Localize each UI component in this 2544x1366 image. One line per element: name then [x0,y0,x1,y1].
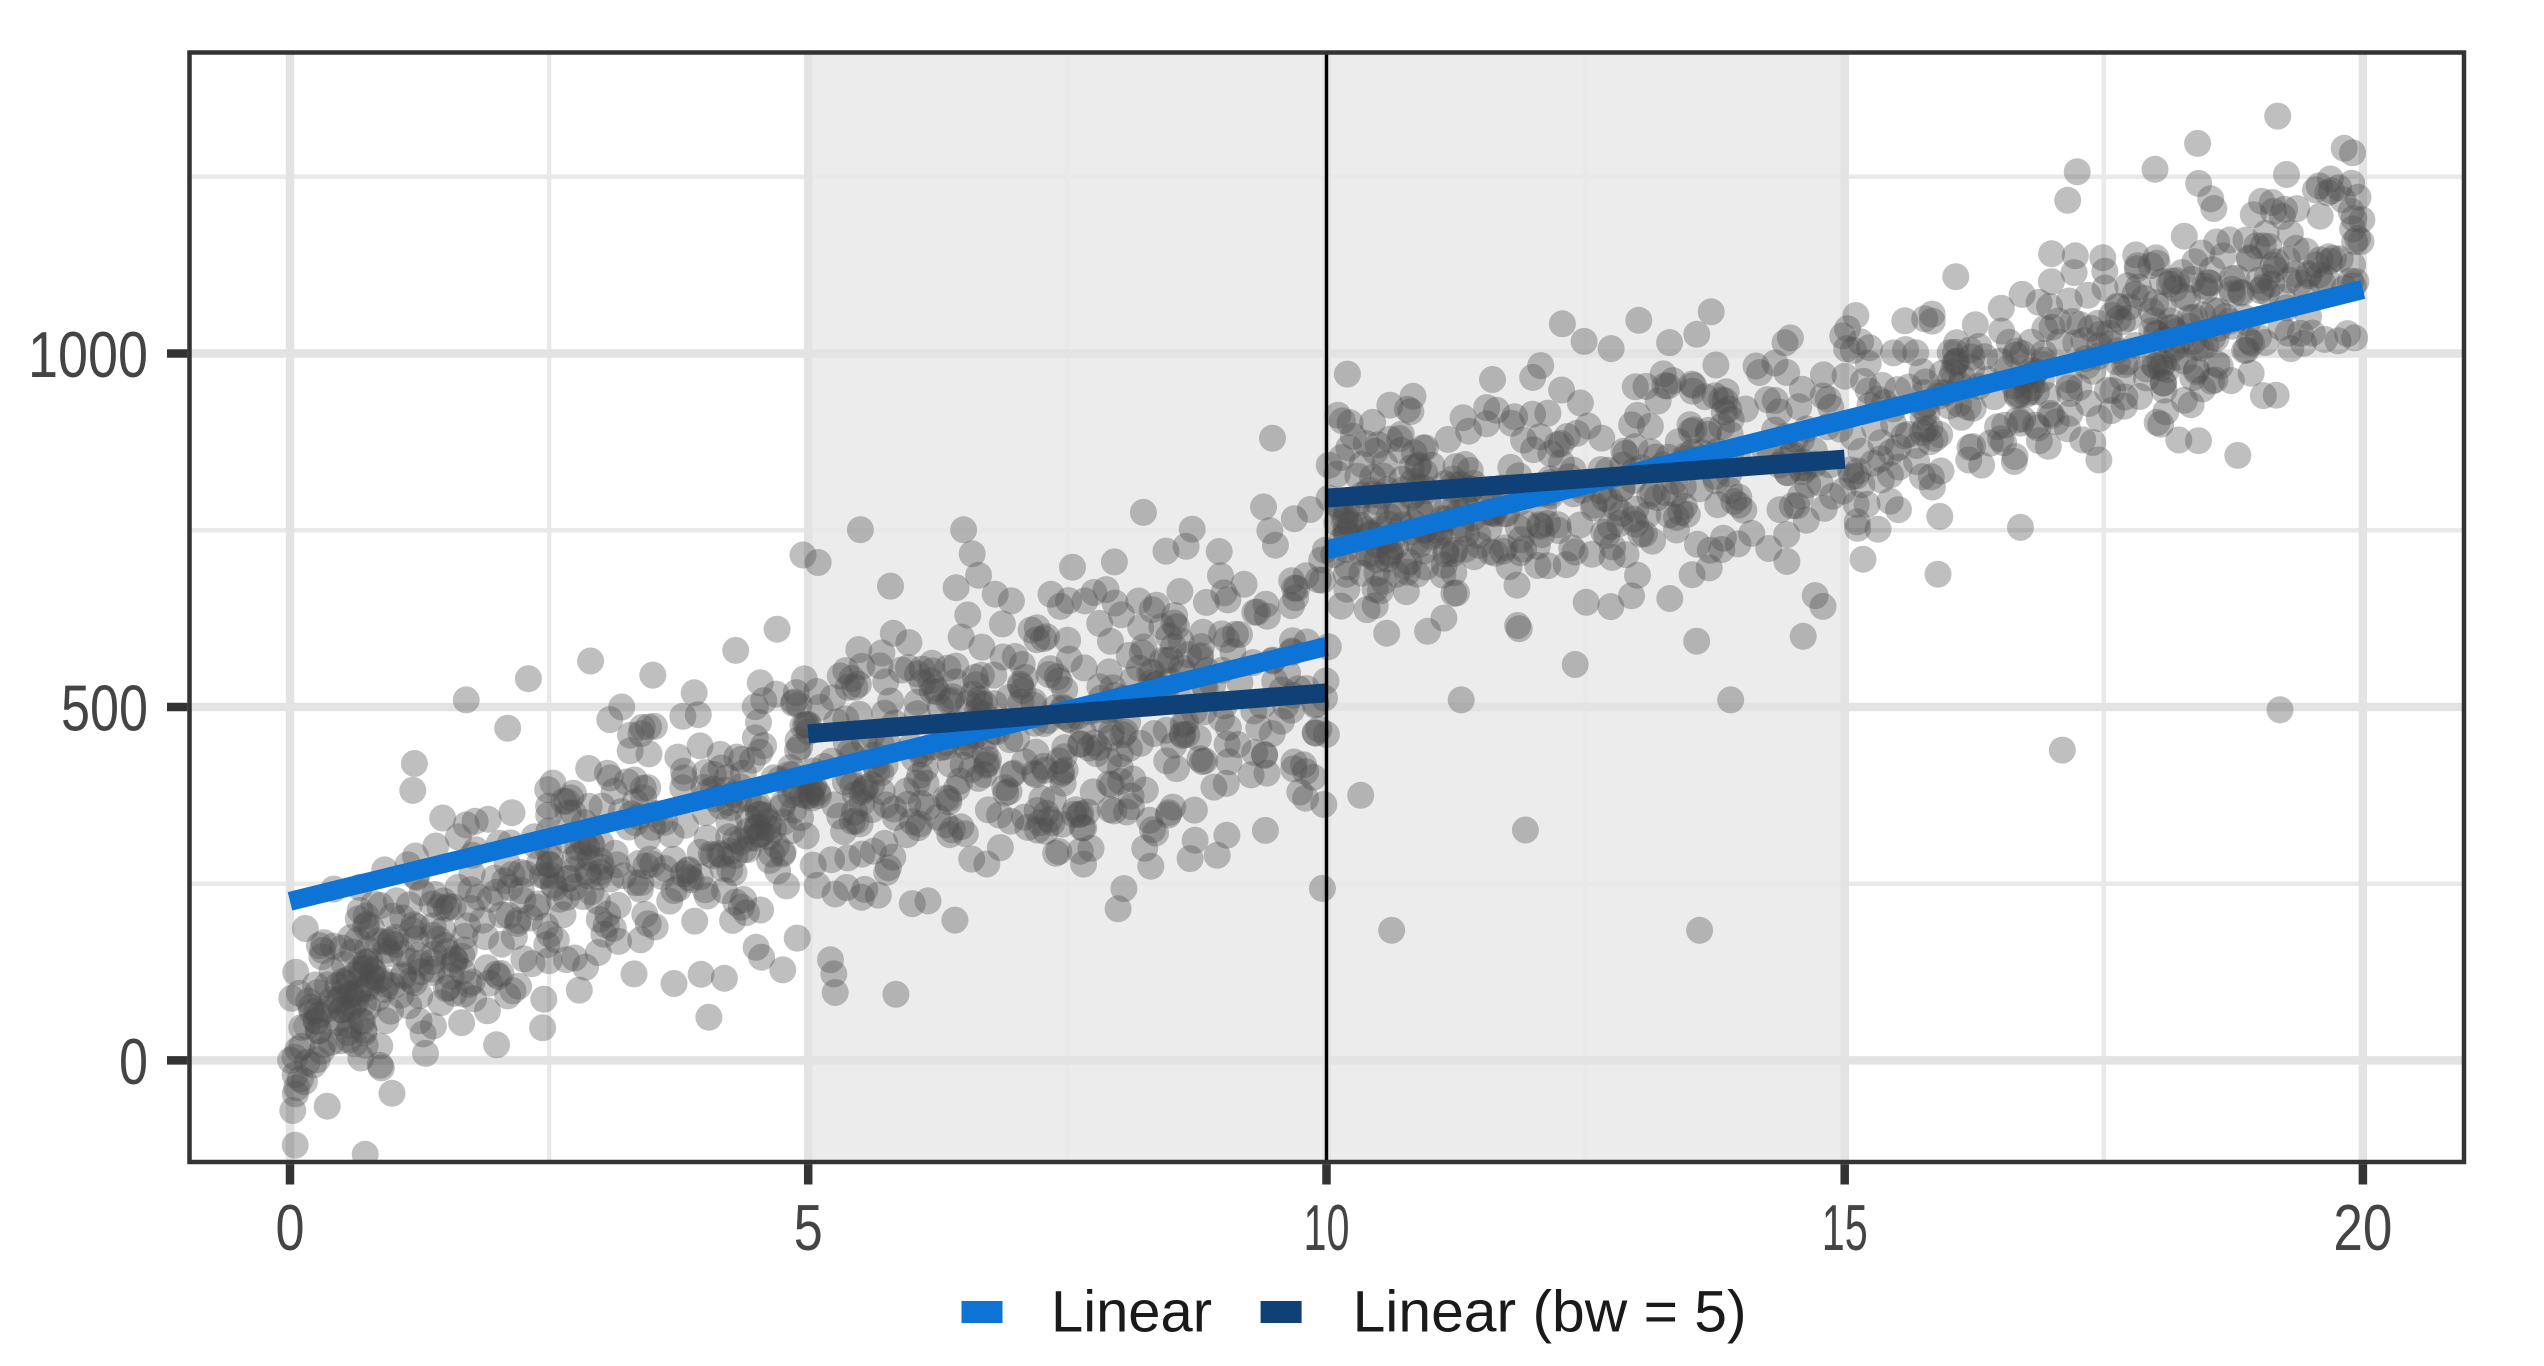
svg-text:500: 500 [61,673,148,745]
svg-text:Linear: Linear [1051,1280,1212,1345]
svg-text:Linear (bw = 5): Linear (bw = 5) [1353,1280,1747,1345]
svg-text:15: 15 [1822,1192,1868,1264]
svg-text:10: 10 [1304,1192,1350,1264]
svg-text:20: 20 [2333,1192,2392,1264]
svg-text:0: 0 [276,1192,305,1264]
svg-text:1000: 1000 [28,319,148,391]
svg-text:5: 5 [794,1192,823,1264]
svg-text:0: 0 [119,1026,148,1098]
